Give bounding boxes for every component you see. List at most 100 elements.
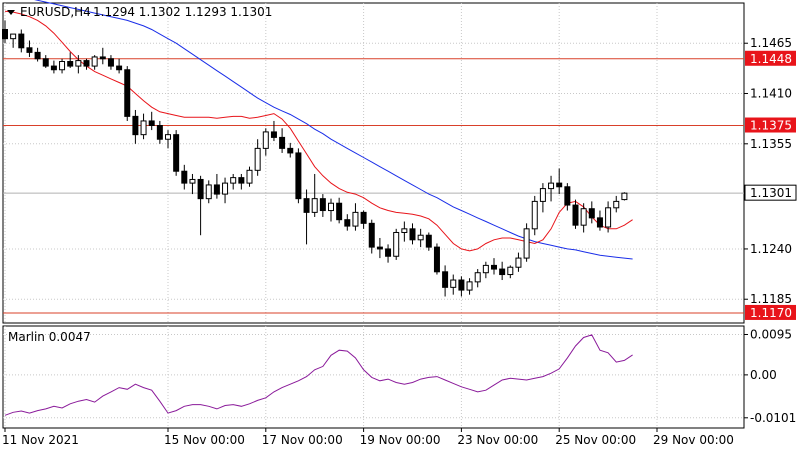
candle-body	[442, 271, 449, 288]
candle-body	[75, 60, 82, 67]
candle	[156, 120, 163, 144]
candle-body	[270, 131, 277, 138]
candle	[580, 203, 587, 233]
candle-body	[621, 192, 628, 201]
time-tick-label: 17 Nov 00:00	[262, 433, 343, 447]
price-axis: 1.1465 1.1410 1.1355 1.1240 1.1185 1.1448 1.13…	[744, 36, 797, 320]
symbol-label: EURUSD,H4	[20, 5, 91, 19]
candle	[165, 130, 171, 149]
candle	[588, 201, 595, 224]
candle-body	[295, 152, 302, 200]
price-tick-label: 1.1410	[750, 87, 792, 101]
time-tick-label: 29 Nov 00:00	[653, 433, 734, 447]
candle-body	[605, 207, 612, 228]
candle-body	[287, 147, 294, 154]
oscillator-line	[4, 334, 633, 416]
candle-body	[42, 58, 49, 67]
candle-body	[181, 170, 188, 184]
current-price-badge	[744, 184, 797, 201]
candle-body	[2, 29, 8, 40]
oscillator-tick-label: -0.0101	[750, 411, 796, 425]
candle-body	[10, 33, 17, 40]
candle-body	[328, 202, 334, 212]
candle-body	[433, 246, 440, 273]
candle-body	[556, 182, 563, 188]
candle-body	[311, 198, 318, 213]
price-tick-label: 1.1465	[750, 36, 792, 50]
candle	[238, 173, 245, 190]
candle	[596, 210, 603, 231]
time-axis: 11 Nov 2021 15 Nov 00:00 17 Nov 00:00 19 No…	[2, 428, 734, 447]
candle	[303, 189, 310, 245]
time-tick-label: 23 Nov 00:00	[457, 433, 538, 447]
candle-body	[531, 200, 538, 230]
candle	[116, 58, 123, 74]
candle-body	[156, 125, 163, 140]
candle-body	[539, 188, 546, 202]
candle	[173, 130, 180, 176]
price-tick-label: 1.1185	[750, 292, 792, 306]
candle-body	[165, 134, 171, 140]
candle	[474, 269, 481, 288]
candle	[344, 214, 351, 231]
candle-body	[91, 56, 98, 67]
candle	[605, 201, 612, 233]
horizontal-levels	[3, 58, 744, 314]
oscillator-axis: 0.0095 0.00 -0.0101	[744, 328, 796, 425]
candle-body	[124, 69, 131, 117]
candle	[18, 29, 25, 53]
candle-body	[409, 228, 416, 241]
candle-body	[482, 264, 489, 274]
candle-body	[230, 177, 237, 184]
candle	[499, 261, 506, 281]
candle	[26, 40, 33, 57]
chart-menu-triangle-icon[interactable]	[7, 10, 15, 15]
candle-body	[246, 169, 253, 184]
candle-body	[34, 51, 41, 60]
candle	[132, 109, 139, 144]
candle	[148, 111, 155, 131]
candle-body	[588, 208, 595, 219]
candle	[213, 173, 220, 199]
candle	[83, 58, 90, 70]
candle	[621, 192, 628, 201]
candle-body	[499, 268, 506, 276]
candle	[393, 228, 400, 260]
candle	[205, 180, 212, 204]
candle	[262, 128, 269, 156]
candle	[91, 55, 98, 70]
candle-body	[336, 202, 343, 221]
candle-body	[99, 56, 106, 60]
candle	[360, 210, 367, 229]
candle	[458, 276, 465, 297]
candle	[59, 58, 66, 74]
candle	[67, 52, 74, 68]
oscillator-grid	[3, 326, 744, 428]
oscillator-pane[interactable]	[2, 325, 745, 429]
candle	[270, 120, 277, 142]
candle	[222, 177, 229, 204]
level-badge-label: 1.1170	[750, 306, 792, 320]
candle	[2, 20, 8, 44]
level-badge-label: 1.1375	[750, 119, 792, 133]
candle-body	[205, 184, 212, 200]
candle-body	[450, 279, 457, 288]
ohlc-values: 1.1294 1.1302 1.1293 1.1301	[93, 5, 272, 19]
candle	[246, 166, 253, 187]
candle-body	[197, 178, 204, 200]
candle	[523, 223, 530, 262]
time-tick-label: 11 Nov 2021	[2, 433, 79, 447]
candle-body	[222, 182, 229, 195]
candle-body	[132, 115, 139, 136]
candle-body	[417, 234, 424, 241]
candle	[336, 197, 343, 224]
level-badge	[745, 304, 796, 320]
candle-body	[376, 246, 383, 250]
candle	[376, 237, 383, 259]
candle	[352, 203, 359, 231]
level-badge	[745, 117, 796, 133]
candle-body	[368, 222, 375, 248]
time-tick-label: 19 Nov 00:00	[360, 433, 441, 447]
candle	[189, 173, 196, 195]
